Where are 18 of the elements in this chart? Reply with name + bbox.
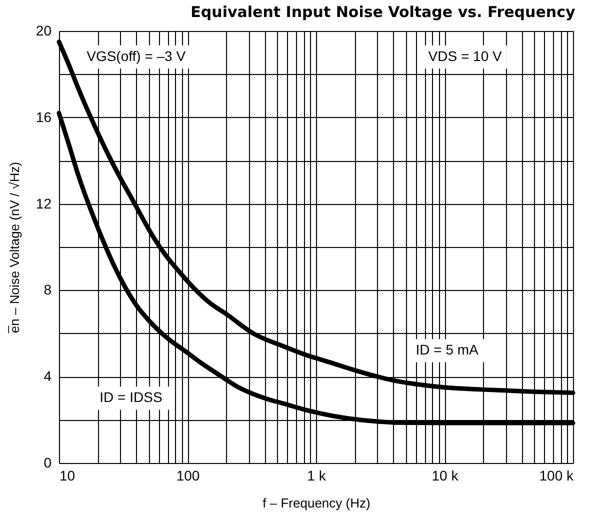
annotation: ID = 5 mA (416, 342, 480, 358)
annotation: ID = IDSS (100, 389, 162, 406)
x-tick-label: 10 (60, 468, 76, 484)
y-tick-label: 16 (36, 108, 52, 125)
annotation: VGS(off) = –3 V (86, 48, 186, 64)
annotation: VDS = 10 V (428, 48, 502, 64)
x-tick-label: 100 (176, 468, 200, 484)
y-tick-label: 8 (44, 282, 52, 298)
y-tick-label: 12 (36, 195, 52, 212)
y-axis-title: e̅n – Noise Voltage (nV / √Hz) (6, 162, 22, 334)
x-tick-label: 100 k (539, 468, 574, 484)
y-tick-label: 4 (44, 368, 52, 384)
x-axis-title: f – Frequency (Hz) (262, 496, 370, 510)
x-tick-label: 1 k (307, 468, 327, 484)
y-tick-label: 20 (36, 22, 52, 38)
y-tick-label: 0 (44, 454, 52, 470)
chart-title: Equivalent Input Noise Voltage vs. Frequency (190, 3, 576, 21)
x-tick-label: 10 k (432, 468, 460, 484)
